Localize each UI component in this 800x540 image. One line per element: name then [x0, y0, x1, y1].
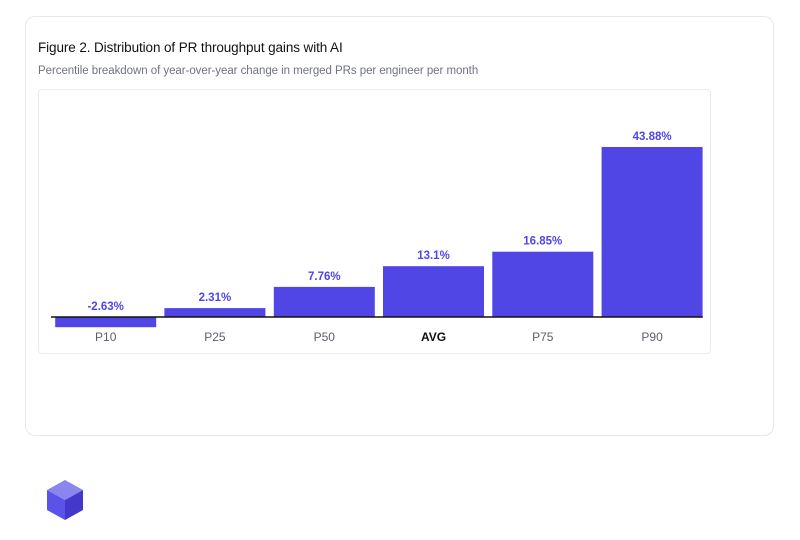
x-tick-label: P10 [95, 330, 117, 344]
bar-p75 [492, 251, 594, 317]
figure-subtitle: Percentile breakdown of year-over-year c… [38, 65, 479, 77]
x-tick-label: AVG [421, 330, 446, 344]
chart-panel: -2.63% P10 2.31% P25 7.76% P50 13.1% AVG 16.85% P… [38, 89, 711, 354]
cube-logo-icon [47, 480, 83, 520]
bar-p50 [273, 286, 375, 317]
data-label: -2.63% [87, 301, 123, 313]
data-label: 7.76% [308, 271, 341, 283]
x-tick-label: P90 [641, 330, 663, 344]
bar-avg [383, 266, 484, 317]
figure-title: Figure 2. Distribution of PR throughput … [38, 40, 343, 55]
bar-p10 [55, 317, 157, 328]
x-tick-label: P25 [204, 330, 226, 344]
x-tick-label: P50 [314, 330, 336, 344]
bar-chart: -2.63% P10 2.31% P25 7.76% P50 13.1% AVG 16.85% P… [51, 131, 703, 344]
bar-p90 [601, 147, 703, 317]
data-label: 2.31% [199, 292, 232, 304]
data-label: 43.88% [633, 131, 672, 143]
data-label: 13.1% [417, 250, 450, 262]
data-label: 16.85% [523, 236, 562, 248]
x-tick-label: P75 [532, 330, 554, 344]
bar-p25 [164, 308, 266, 317]
